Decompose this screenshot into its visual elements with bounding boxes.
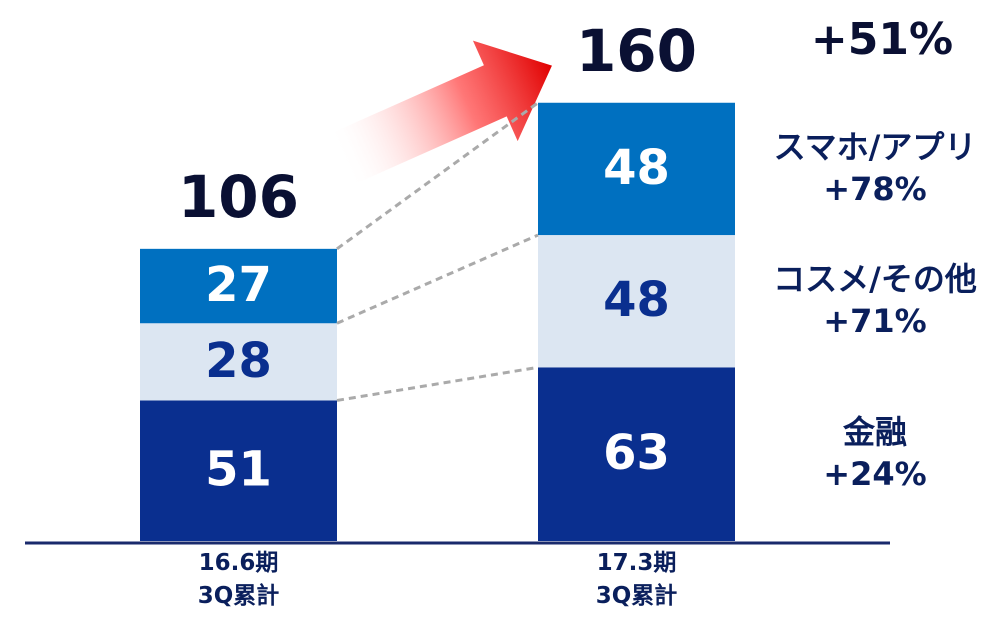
bar-segment: [538, 102, 735, 236]
connector: [336, 101, 539, 251]
total-growth: +51%: [811, 14, 953, 65]
data-label: 51: [205, 442, 272, 498]
data-label: 48: [603, 140, 670, 196]
x-tick-label: 17.3期 3Q累計: [595, 550, 678, 609]
data-label: 28: [205, 333, 272, 389]
growth-label: +24%: [823, 455, 926, 493]
growth-label: +78%: [823, 170, 926, 208]
data-label: 27: [205, 257, 272, 313]
x-tick-label: 16.6期 3Q累計: [197, 550, 280, 609]
growth-arrow: [328, 40, 552, 186]
connector: [336, 365, 539, 402]
bar-segment: [538, 367, 735, 541]
growth-label: +71%: [823, 302, 926, 340]
bar-segment: [140, 248, 337, 324]
connector: [336, 233, 539, 325]
data-label: 48: [603, 272, 670, 328]
total-label: 160: [576, 17, 697, 85]
bar-segment: [538, 235, 735, 368]
legend-label: 金融: [842, 413, 907, 451]
data-label: 63: [603, 425, 670, 481]
legend-label: スマホ/アプリ: [774, 128, 977, 166]
legend-label: コスメ/その他: [773, 260, 977, 298]
bar-segment: [140, 400, 337, 541]
total-label: 106: [178, 163, 299, 231]
bar-segment: [140, 323, 337, 401]
